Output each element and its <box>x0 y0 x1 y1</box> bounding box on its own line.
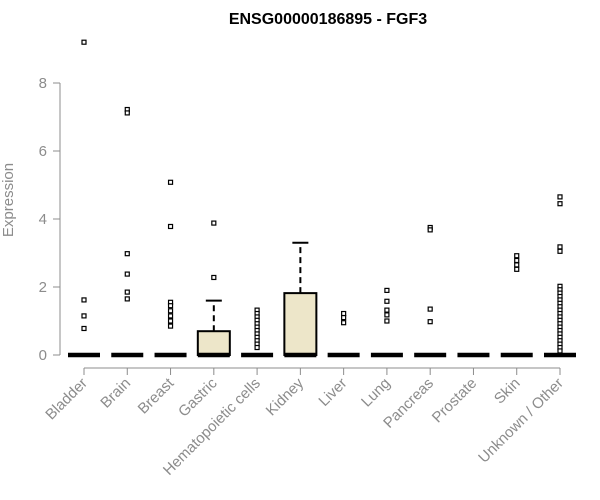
box-group <box>111 106 144 358</box>
box-rect <box>283 292 318 356</box>
outlier-point <box>81 325 87 332</box>
x-category-label: Prostate <box>429 375 481 427</box>
outlier-point <box>514 257 520 264</box>
outlier-point <box>124 251 130 257</box>
x-category-label: Lung <box>358 375 394 411</box>
plot-area <box>68 39 576 358</box>
box-group <box>414 224 447 358</box>
box-group <box>500 253 533 358</box>
outlier-point <box>557 348 563 354</box>
y-tick-label: 0 <box>39 347 47 364</box>
outlier-point <box>124 289 130 295</box>
outlier-point <box>384 312 390 318</box>
x-category-label: Skin <box>491 375 524 408</box>
y-tick-label: 6 <box>39 143 47 160</box>
y-tick-label: 8 <box>39 75 47 92</box>
outlier-point <box>81 39 87 45</box>
outlier-point <box>514 253 520 259</box>
outlier-point <box>341 315 347 321</box>
y-tick-label: 2 <box>39 279 47 296</box>
outlier-point <box>211 274 217 281</box>
box-group <box>327 310 360 358</box>
box-rect <box>196 330 231 357</box>
outlier-point <box>557 194 563 200</box>
outlier-point <box>167 179 174 185</box>
chart-title: ENSG00000186895 - FGF3 <box>229 11 427 28</box>
outlier-point <box>211 220 217 226</box>
outlier-point <box>384 287 390 293</box>
outlier-point <box>124 110 130 116</box>
box-group <box>68 39 100 358</box>
outlier-point <box>341 310 347 317</box>
outlier-point <box>81 297 87 303</box>
box-group <box>370 287 403 358</box>
outlier-point <box>427 306 433 312</box>
outlier-point <box>514 266 520 272</box>
x-category-label: Brain <box>97 375 134 412</box>
outlier-point <box>167 303 174 309</box>
x-category-label: Liver <box>315 375 350 410</box>
box-group <box>283 241 318 358</box>
outlier-point <box>167 323 174 329</box>
outlier-point <box>254 344 260 351</box>
outlier-point <box>341 320 347 326</box>
outlier-point <box>557 201 563 207</box>
y-tick-label: 4 <box>39 211 47 228</box>
y-axis: 0 2 4 6 8 <box>39 75 61 364</box>
outlier-point <box>124 296 130 302</box>
x-category-label: Kidney <box>263 374 308 419</box>
box-group <box>196 220 231 358</box>
outlier-point <box>384 298 390 304</box>
outlier-point <box>167 308 174 314</box>
x-category-label: Bladder <box>42 375 91 424</box>
box-group <box>241 307 274 358</box>
outlier-point <box>167 223 174 230</box>
x-category-label: Breast <box>135 374 178 417</box>
outlier-point <box>167 318 174 324</box>
outlier-point <box>557 248 563 254</box>
outlier-point <box>81 313 87 319</box>
box-group <box>154 179 187 358</box>
outlier-point <box>384 307 390 313</box>
outlier-point <box>384 318 390 324</box>
y-axis-label: Expression <box>0 163 17 237</box>
outlier-point <box>427 227 433 233</box>
outlier-point <box>427 319 433 325</box>
outlier-point <box>514 262 520 268</box>
outlier-point <box>124 271 130 277</box>
outlier-point <box>557 244 563 250</box>
box-group <box>544 194 576 358</box>
outlier-point <box>167 313 174 319</box>
